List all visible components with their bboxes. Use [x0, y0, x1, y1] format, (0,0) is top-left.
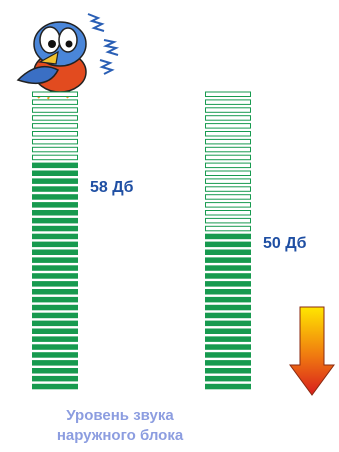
- segment-filled: [206, 282, 251, 287]
- segment-empty: [206, 108, 251, 113]
- segment-filled: [206, 384, 251, 389]
- segment-empty: [206, 139, 251, 144]
- segment-filled: [33, 329, 78, 334]
- bird-illustration: [18, 14, 118, 99]
- segment-filled: [206, 329, 251, 334]
- segment-empty: [206, 147, 251, 152]
- segment-filled: [33, 195, 78, 200]
- segment-empty: [206, 218, 251, 223]
- segment-filled: [206, 274, 251, 279]
- segment-filled: [33, 274, 78, 279]
- segment-filled: [33, 179, 78, 184]
- segment-filled: [33, 321, 78, 326]
- segment-filled: [33, 258, 78, 263]
- segment-filled: [206, 242, 251, 247]
- segment-filled: [206, 250, 251, 255]
- segment-filled: [33, 384, 78, 389]
- segment-filled: [206, 369, 251, 374]
- segment-filled: [206, 313, 251, 318]
- segment-empty: [206, 163, 251, 168]
- segment-filled: [206, 376, 251, 381]
- segment-empty: [206, 132, 251, 137]
- segment-filled: [33, 187, 78, 192]
- segment-empty: [206, 195, 251, 200]
- down-arrow: [290, 307, 334, 395]
- segment-filled: [33, 242, 78, 247]
- meters: [33, 92, 251, 389]
- segment-filled: [33, 376, 78, 381]
- segment-filled: [33, 218, 78, 223]
- segment-filled: [33, 305, 78, 310]
- segment-empty: [206, 211, 251, 216]
- segment-empty: [33, 100, 78, 105]
- segment-empty: [206, 92, 251, 97]
- segment-filled: [206, 345, 251, 350]
- segment-filled: [33, 171, 78, 176]
- segment-filled: [33, 266, 78, 271]
- segment-filled: [33, 297, 78, 302]
- segment-filled: [206, 297, 251, 302]
- caption: наружного блока: [57, 427, 184, 444]
- segment-filled: [206, 361, 251, 366]
- segment-filled: [33, 203, 78, 208]
- segment-empty: [33, 124, 78, 129]
- segment-empty: [206, 203, 251, 208]
- segment-empty: [33, 155, 78, 160]
- segment-empty: [33, 139, 78, 144]
- segment-empty: [33, 92, 78, 97]
- segment-filled: [206, 290, 251, 295]
- segment-filled: [206, 266, 251, 271]
- segment-empty: [206, 179, 251, 184]
- segment-filled: [206, 321, 251, 326]
- segment-filled: [206, 337, 251, 342]
- segment-empty: [206, 171, 251, 176]
- segment-empty: [206, 124, 251, 129]
- infographic: 58 Дб 50 Дб Уровень звука наружного блок…: [0, 0, 339, 452]
- segment-filled: [206, 353, 251, 358]
- segment-empty: [33, 116, 78, 121]
- segment-filled: [33, 313, 78, 318]
- segment-filled: [206, 258, 251, 263]
- segment-filled: [33, 337, 78, 342]
- segment-filled: [33, 345, 78, 350]
- segment-filled: [33, 226, 78, 231]
- segment-filled: [33, 290, 78, 295]
- segment-filled: [33, 369, 78, 374]
- segment-filled: [33, 282, 78, 287]
- segment-empty: [33, 147, 78, 152]
- segment-empty: [206, 226, 251, 231]
- segment-filled: [33, 353, 78, 358]
- meter-label: 58 Дб: [90, 179, 134, 196]
- segment-empty: [206, 116, 251, 121]
- segment-empty: [33, 132, 78, 137]
- segment-empty: [206, 187, 251, 192]
- segment-filled: [33, 234, 78, 239]
- segment-filled: [33, 250, 78, 255]
- meter-label: 50 Дб: [263, 235, 307, 252]
- segment-filled: [33, 361, 78, 366]
- segment-empty: [206, 100, 251, 105]
- caption: Уровень звука: [66, 407, 174, 424]
- segment-empty: [33, 108, 78, 113]
- segment-filled: [33, 163, 78, 168]
- segment-filled: [206, 305, 251, 310]
- segment-empty: [206, 155, 251, 160]
- segment-filled: [33, 211, 78, 216]
- segment-filled: [206, 234, 251, 239]
